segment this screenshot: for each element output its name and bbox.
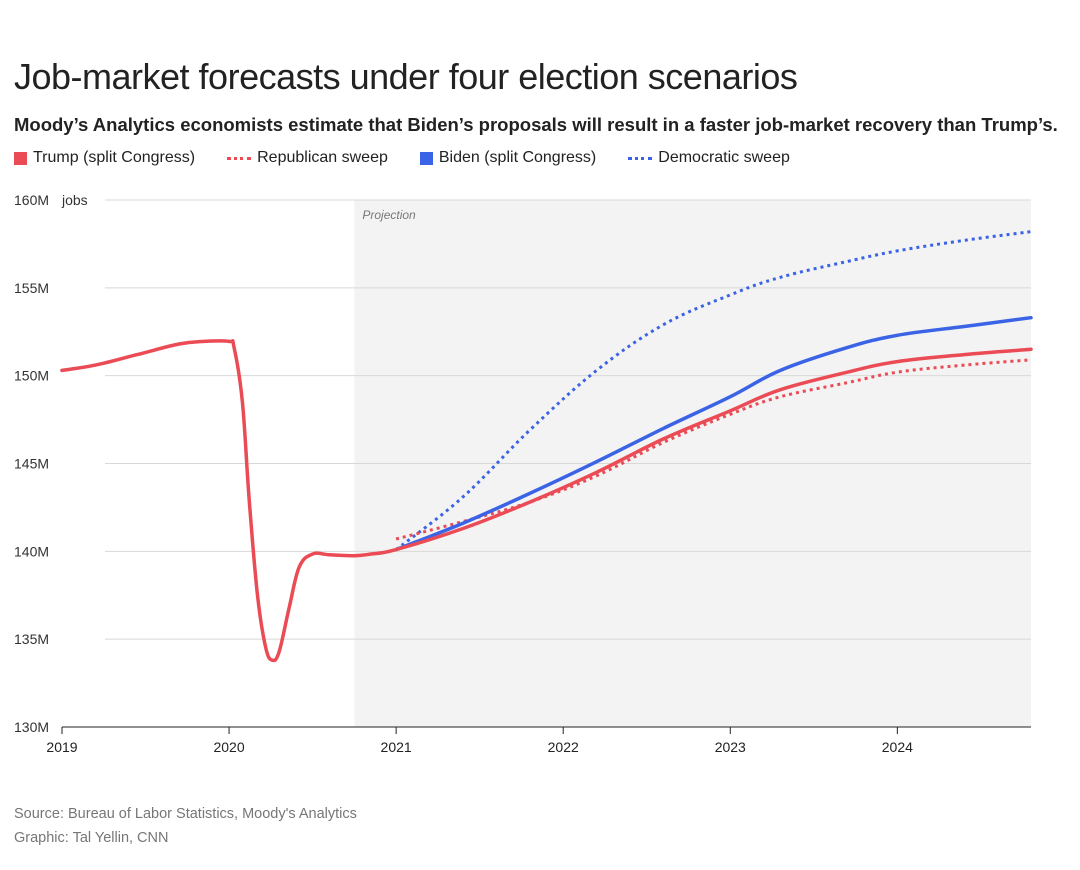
y-tick-label-145: 145M: [14, 456, 49, 472]
legend-label-trump: Trump (split Congress): [33, 149, 196, 166]
x-tick-label-2021: 2021: [381, 739, 412, 755]
series-line-biden-split-congress: [394, 315, 1033, 552]
y-tick-label-150: 150M: [14, 368, 49, 384]
legend-swatch-republican-sweep: [227, 156, 252, 160]
y-tick-label-130: 130M: [14, 719, 49, 735]
y-tick-label-160: 160M: [14, 192, 49, 208]
chart-subtitle: Moody’s Analytics economists estimate th…: [14, 114, 1058, 135]
y-tick-label-140: 140M: [14, 543, 49, 559]
legend-label-republican-sweep: Republican sweep: [257, 149, 388, 166]
source-note: Source: Bureau of Labor Statistics, Mood…: [14, 806, 357, 822]
y-axis-label: jobs: [61, 192, 88, 208]
legend-swatch-biden: [419, 151, 433, 165]
y-tick-label-135: 135M: [14, 631, 49, 647]
credit-note: Graphic: Tal Yellin, CNN: [14, 830, 169, 846]
legend-swatch-trump: [14, 151, 27, 165]
legend-item-trump: Trump (split Congress): [14, 149, 195, 167]
series-line-republican-sweep: [395, 358, 1032, 541]
chart-title: Job-market forecasts under four election…: [14, 56, 798, 97]
x-tick-label-2024: 2024: [882, 739, 913, 755]
legend-swatch-democratic-sweep: [628, 156, 653, 160]
series-line-democratic-sweep: [395, 230, 1032, 551]
legend: Trump (split Congress) Republican sweep …: [14, 148, 822, 168]
legend-item-democratic-sweep: Democratic sweep: [628, 149, 790, 167]
y-tick-label-155: 155M: [14, 280, 49, 296]
legend-label-biden: Biden (split Congress): [438, 149, 597, 166]
legend-label-democratic-sweep: Democratic sweep: [658, 149, 790, 166]
x-tick-label-2020: 2020: [213, 739, 244, 755]
series-line-trump-split-congress: [60, 339, 1033, 663]
legend-item-republican-sweep: Republican sweep: [227, 149, 388, 167]
x-tick-label-2022: 2022: [548, 739, 579, 755]
legend-item-biden: Biden (split Congress): [419, 149, 597, 167]
projection-label: Projection: [362, 208, 416, 222]
x-tick-label-2023: 2023: [715, 739, 746, 755]
x-tick-label-2019: 2019: [46, 739, 77, 755]
